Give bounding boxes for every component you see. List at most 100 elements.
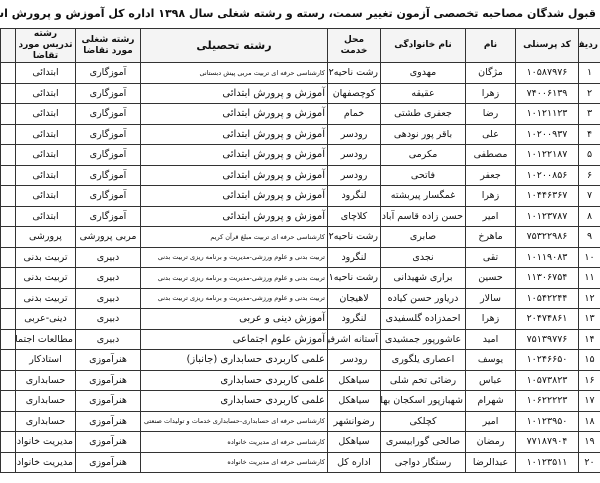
table-row: ۱۲ ۱۰۵۴۲۲۴۴ سالار دریاور حسن کیاده لاهیجان تر… xyxy=(0,287,600,309)
cut-cell xyxy=(0,349,16,371)
table-cell: رودسر xyxy=(327,144,381,166)
table-cell: مکرمی xyxy=(380,144,466,166)
table-cell: ۱۳ xyxy=(578,308,600,330)
cut-cell xyxy=(0,287,16,309)
table-row: ۱۳ ۲۰۴۷۴۸۶۱ زهرا احمدزاده گلسفیدی لنگرود آموز… xyxy=(0,308,600,330)
table-cell: خمام xyxy=(327,103,381,125)
table-cell: ابتدائی xyxy=(15,103,76,125)
table-cell: اداره کل xyxy=(327,451,381,473)
table-cell: آموزش و پرورش ابتدائی xyxy=(140,144,328,166)
table-row: ۵ ۱۰۱۲۲۱۸۷ مصطفی مکرمی رودسر آموزش و پرورش اب… xyxy=(0,144,600,166)
cut-cell xyxy=(0,103,16,125)
cut-cell xyxy=(0,144,16,166)
table-cell: ۱۰۱۲۳۷۸۷ xyxy=(515,205,579,227)
table-cell: رشت ناحیه۱ xyxy=(327,267,381,289)
table-cell: ۱۴ xyxy=(578,328,600,350)
cut-cell xyxy=(0,82,16,104)
table-row: ۲۰ ۱۰۱۲۳۵۱۱ عبدالرضا رستگار دواجی اداره کل کا… xyxy=(0,451,600,473)
table-cell: تربیت بدنی و علوم ورزشی-مدیریت و برنامه … xyxy=(140,246,328,268)
table-cell: ۹ xyxy=(578,226,600,248)
table-cell: حسن زاده قاسم آباد xyxy=(380,205,466,227)
table-row: ۱۴ ۷۵۱۳۹۷۷۶ امید عاشورپور جمشیدی آستانه اشرف… xyxy=(0,328,600,350)
table-cell: سیاهکل xyxy=(327,390,381,412)
table-cell: ۷ xyxy=(578,185,600,207)
table-cell: ۱۰۵۷۳۸۲۳ xyxy=(515,369,579,391)
table-cell: اعصاری یلگوری xyxy=(380,349,466,371)
table-cell: تربیت بدنی xyxy=(15,246,76,268)
table-cell: علمی کاربردی حسابداری xyxy=(140,390,328,412)
table-cell: کلاچای xyxy=(327,205,381,227)
cut-cell xyxy=(0,451,16,473)
table-cell: آموزش دینی و عربی xyxy=(140,308,328,330)
table-cell: تربیت بدنی xyxy=(15,287,76,309)
table-cell: لنگرود xyxy=(327,308,381,330)
cut-cell xyxy=(0,390,16,412)
table-cell: سالار xyxy=(465,287,516,309)
table-cell: عبدالرضا xyxy=(465,451,516,473)
table-cell: آموزش و پرورش ابتدائی xyxy=(140,103,328,125)
table-cell: تقی xyxy=(465,246,516,268)
table-cell: حسابداری xyxy=(15,369,76,391)
table-cell: آموزش و پرورش ابتدائی xyxy=(140,123,328,145)
table-cell: هنرآموزی xyxy=(75,451,141,473)
table-cell: آموزگاری xyxy=(75,123,141,145)
table-cell: براری شهیدانی xyxy=(380,267,466,289)
table-cell: ۱۰۱۲۲۱۸۷ xyxy=(515,144,579,166)
table-cell: امیر xyxy=(465,410,516,432)
cut-cell xyxy=(0,205,16,227)
table-cell: هنرآموزی xyxy=(75,369,141,391)
table-cell: عقیقه xyxy=(380,82,466,104)
table-cell: دبیری xyxy=(75,328,141,350)
table-cell: باقر پور نودهی xyxy=(380,123,466,145)
table-row: ۱۹ ۷۷۱۸۷۹۰۴ رمضان صالحی گورابیسری سیاهکل کارش… xyxy=(0,431,600,453)
table-cell: ابتدائی xyxy=(15,123,76,145)
table-row: ۱۸ ۱۰۱۲۳۹۵۰ امیر کچلکی رضوانشهر کارشناسی حرفه… xyxy=(0,410,600,432)
table-cell: تربیت بدنی xyxy=(15,267,76,289)
table-cell: سیاهکل xyxy=(327,431,381,453)
table-cell: رضوانشهر xyxy=(327,410,381,432)
table-cell: کوچصفهان xyxy=(327,82,381,104)
table-cell: لاهیجان xyxy=(327,287,381,309)
cut-cell xyxy=(0,246,16,268)
table-cell: ۵ xyxy=(578,144,600,166)
table-cell: رودسر xyxy=(327,349,381,371)
table-cell: مدیریت خانواده xyxy=(15,451,76,473)
table-cell: کارشناسی حرفه ای مدیریت خانواده xyxy=(140,451,328,473)
table-cell: رضا xyxy=(465,103,516,125)
cut-cell xyxy=(0,308,16,330)
table-cell: زهرا xyxy=(465,185,516,207)
table-body: ۱ ۱۰۵۸۷۹۷۶ مژگان مهدوی رشت ناحیه۲ کارشناسی حر… xyxy=(0,62,600,473)
table-cell: زهرا xyxy=(465,308,516,330)
table-cell: آموزگاری xyxy=(75,164,141,186)
table-cell: آموزگاری xyxy=(75,62,141,84)
table-row: ۳ ۱۰۱۲۱۱۲۳ رضا جعفری طشتی خمام آموزش و پرورش … xyxy=(0,103,600,125)
table-cell: رشت ناحیه۲ xyxy=(327,226,381,248)
table-row: ۱۰ ۱۰۱۱۹۰۸۳ تقی نجدی لنگرود تربیت بدنی و علوم… xyxy=(0,246,600,268)
table-cell: ۱۰۱۱۹۰۸۳ xyxy=(515,246,579,268)
table-cell: جعفری طشتی xyxy=(380,103,466,125)
table-cell: آموزگاری xyxy=(75,103,141,125)
table-cell: نجدی xyxy=(380,246,466,268)
table-cell: ۱۷ xyxy=(578,390,600,412)
table-cell: آموزش و پرورش ابتدائی xyxy=(140,205,328,227)
table-cell: حسین xyxy=(465,267,516,289)
table-cell: ۳ xyxy=(578,103,600,125)
page-title: قبول شدگان مصاحبه تخصصی آزمون تغییر سمت،… xyxy=(0,7,596,20)
table-cell: ۴ xyxy=(578,123,600,145)
table-cell: احمدزاده گلسفیدی xyxy=(380,308,466,330)
table-cell: هنرآموزی xyxy=(75,349,141,371)
cut-cell xyxy=(0,431,16,453)
table-cell: ابتدائی xyxy=(15,62,76,84)
table-cell: مدیریت خانواده xyxy=(15,431,76,453)
table-cell: دینی-عربی xyxy=(15,308,76,330)
table-cell: غمگسار پیربشته xyxy=(380,185,466,207)
cut-cell xyxy=(0,164,16,186)
table-cell: مهدوی xyxy=(380,62,466,84)
table-cell: علمی کاربردی حسابداری xyxy=(140,369,328,391)
table-cell: فاتحی xyxy=(380,164,466,186)
table-cell: ۱۰۱۲۳۹۵۰ xyxy=(515,410,579,432)
table-cell: رضائی تخم شلی xyxy=(380,369,466,391)
column-header: ردیف xyxy=(578,28,600,63)
table-cell: ۱۰۵۸۷۹۷۶ xyxy=(515,62,579,84)
